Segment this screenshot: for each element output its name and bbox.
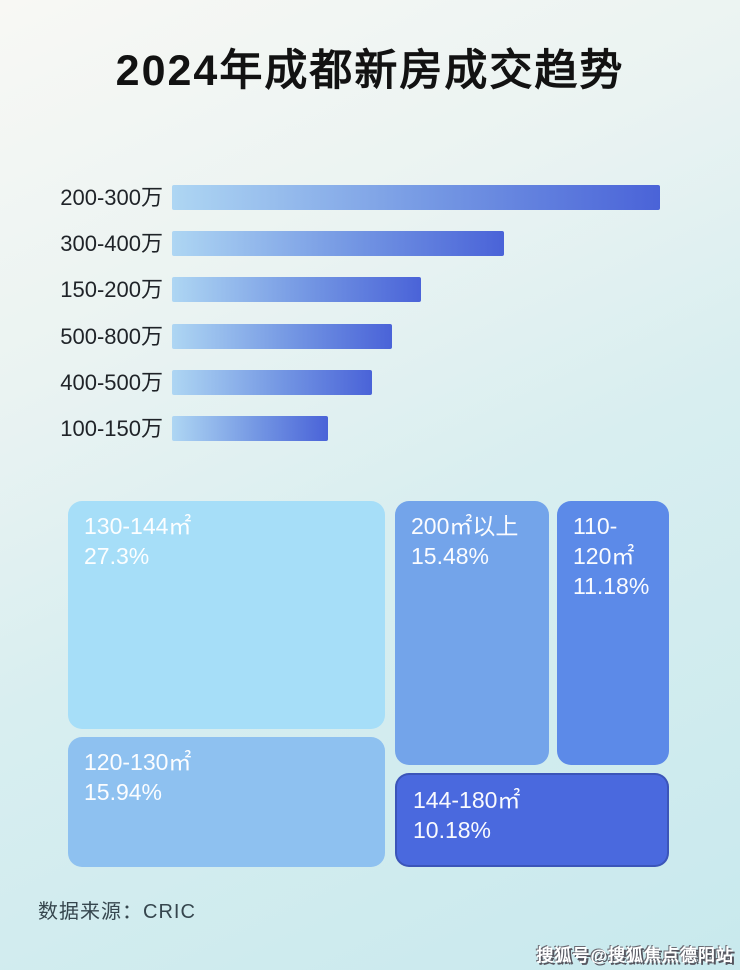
watermark: 搜狐号@搜狐焦点德阳站 [536,946,734,965]
bar-category-label: 200-300万 [60,185,163,210]
treemap-tile-text: 130-144㎡ 27.3% [68,501,385,581]
data-source-label: 数据来源：CRIC [38,901,196,923]
treemap-tile: 130-144㎡ 27.3% [68,501,385,729]
treemap-tile: 120-130㎡ 15.94% [68,737,385,867]
bar-row: 200-300万 [30,185,720,210]
treemap-tile-percent: 11.18% [573,573,650,599]
bar [172,323,392,349]
treemap-tile: 200㎡以上 15.48% [395,501,549,765]
treemap-tile-text: 144-180㎡ 10.18% [397,775,667,855]
treemap-tile-label: 200㎡以上 [411,513,519,539]
treemap-tile-percent: 15.94% [84,779,163,805]
bar-category-label: 300-400万 [60,231,163,257]
bar [172,231,504,257]
treemap-tile-percent: 10.18% [413,817,492,843]
treemap-tile-label: 144-180㎡ [413,787,521,813]
chart-title: 2024年成都新房成交趋势 [115,47,625,95]
bar-category-label: 100-150万 [60,416,163,441]
treemap-tile-text: 200㎡以上 15.48% [395,501,549,581]
bar-row: 150-200万 [30,277,720,303]
treemap-tile-percent: 27.3% [84,543,150,569]
bar-row: 500-800万 [30,323,720,349]
treemap-tile-percent: 15.48% [411,543,490,569]
treemap-tile-text: 120-130㎡ 15.94% [68,737,385,817]
bar-row: 300-400万 [30,231,720,257]
bar-category-label: 500-800万 [60,323,163,349]
treemap-tile-label: 130-144㎡ [84,513,192,539]
price-range-bar-chart: 200-300万 300-400万 150-200万 500-800万 400-500万… [30,0,720,470]
bar [172,369,372,395]
bar-category-label: 400-500万 [60,369,163,395]
bar [172,185,660,210]
bar-row: 100-150万 [30,416,720,441]
treemap-tile-label: 120-130㎡ [84,749,192,775]
treemap-tile: 110-120㎡ 11.18% [557,501,669,765]
treemap-tile-text: 110-120㎡ 11.18% [557,501,669,611]
bar [172,277,421,303]
treemap-tile: 144-180㎡ 10.18% [395,773,669,867]
bar-row: 400-500万 [30,369,720,395]
treemap-tile-label: 110-120㎡ [573,513,635,569]
unit-area-treemap: 130-144㎡ 27.3% 120-130㎡ 15.94% 200㎡以上 15.48% 1… [68,501,669,867]
bar-category-label: 150-200万 [60,277,163,303]
bar [172,416,328,441]
